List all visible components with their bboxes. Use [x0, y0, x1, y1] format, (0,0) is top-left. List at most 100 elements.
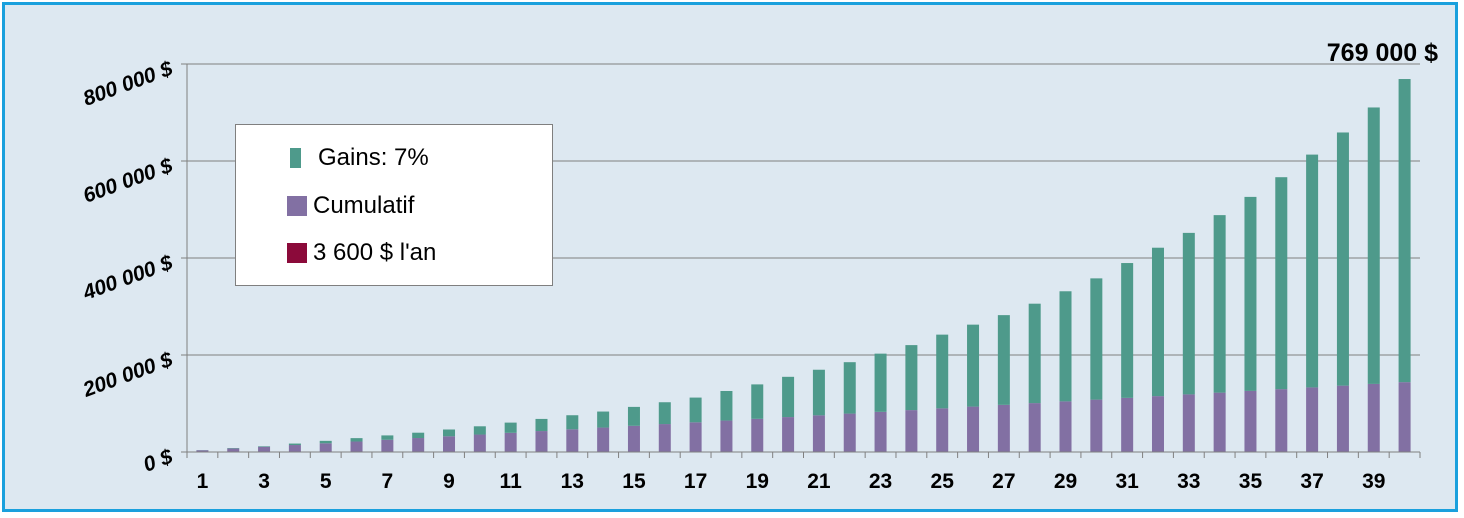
bar-segment	[535, 419, 547, 431]
bar-segment	[443, 430, 455, 437]
bar-segment	[505, 423, 517, 433]
bar-segment	[905, 410, 917, 452]
bar-segment	[320, 443, 332, 452]
x-tick-label: 1	[197, 470, 209, 493]
x-tick-label: 13	[561, 470, 584, 493]
bar-segment	[782, 377, 794, 417]
x-tick-label: 15	[622, 470, 646, 493]
bar-segment	[720, 391, 732, 421]
y-axis-tick-labels: 0 $ 200 000 $ 400 000 $ 600 000 $ 800 000 $	[79, 57, 176, 477]
bar-segment	[751, 384, 763, 418]
bar-segment	[998, 405, 1010, 452]
x-tick-label: 7	[382, 470, 394, 493]
bar-segment	[690, 398, 702, 423]
bar-segment	[813, 370, 825, 416]
x-tick-label: 17	[684, 470, 707, 493]
legend-label-annual: 3 600 $ l'an	[313, 239, 436, 267]
y-tick-label: 800 000 $	[80, 57, 176, 111]
bar-segment	[289, 445, 301, 452]
bar-segment	[1244, 197, 1256, 391]
x-tick-label: 3	[258, 470, 270, 493]
bar-segment	[875, 354, 887, 412]
bar-segment	[1275, 389, 1287, 452]
bar-segment	[844, 414, 856, 452]
bar-segment	[1152, 248, 1164, 396]
bar-segment	[227, 449, 239, 452]
legend-item-annual: 3 600 $ l'an	[287, 233, 436, 273]
x-tick-label: 37	[1300, 470, 1323, 493]
legend-item-cumulatif: Cumulatif	[287, 186, 414, 226]
bar-segment	[351, 442, 363, 452]
x-tick-label: 11	[500, 470, 523, 493]
bar-segment	[1306, 387, 1318, 452]
x-tick-label: 21	[807, 470, 831, 493]
x-axis-tick-labels: 1 3 5 7 9 11 13 15 17 19 21 23 25 27 29 31 33 35 37 39	[197, 470, 1386, 493]
bar-segment	[659, 424, 671, 452]
bar-segment	[659, 402, 671, 424]
bar-segment	[1337, 132, 1349, 385]
bar-segment	[628, 407, 640, 426]
bar-segment	[1306, 155, 1318, 388]
bar-segment	[1152, 396, 1164, 452]
bar-segment	[1121, 398, 1133, 452]
y-tick-label: 200 000 $	[79, 348, 176, 402]
x-tick-label: 39	[1362, 470, 1385, 493]
x-tick-label: 29	[1054, 470, 1077, 493]
bar-segment	[751, 419, 763, 452]
bar-segment	[474, 435, 486, 452]
chart-legend: Gains: 7% Cumulatif 3 600 $ l'an	[235, 124, 553, 286]
bar-segment	[1183, 233, 1195, 395]
bar-segment	[628, 426, 640, 452]
bar-segment	[1368, 107, 1380, 383]
bar-segment	[1244, 391, 1256, 452]
x-tick-label: 23	[869, 470, 892, 493]
bar-segment	[1121, 263, 1133, 398]
bar-segment	[258, 447, 270, 452]
x-tick-label: 31	[1115, 470, 1139, 493]
bar-segment	[597, 428, 609, 452]
bar-segment	[967, 325, 979, 407]
bar-segment	[998, 315, 1010, 405]
bar-segment	[1060, 401, 1072, 452]
legend-label-cumulatif: Cumulatif	[313, 192, 414, 220]
bar-segment	[1029, 403, 1041, 452]
bar-segment	[412, 438, 424, 452]
y-tick-label: 0 $	[140, 445, 176, 477]
bar-segment	[1183, 394, 1195, 452]
bar-segment	[1214, 393, 1226, 452]
bar-segment	[289, 444, 301, 445]
final-total-label: 769 000 $	[1327, 39, 1438, 67]
x-tick-label: 5	[320, 470, 332, 493]
bar-segment	[566, 415, 578, 429]
bar-segment	[443, 436, 455, 452]
bar-segment	[412, 433, 424, 438]
bar-segment	[1399, 79, 1411, 382]
x-tick-label: 35	[1239, 470, 1263, 493]
x-tick-label: 9	[443, 470, 455, 493]
bar-segment	[844, 362, 856, 413]
x-tick-label: 19	[746, 470, 769, 493]
x-tick-label: 33	[1177, 470, 1200, 493]
bar-segment	[1029, 304, 1041, 403]
bar-segment	[936, 335, 948, 409]
bar-segment	[1214, 215, 1226, 393]
bar-segment	[566, 429, 578, 452]
bar-segment	[813, 415, 825, 452]
bar-segment	[1090, 400, 1102, 452]
y-tick-label: 400 000 $	[79, 251, 176, 305]
bar-segment	[320, 441, 332, 443]
legend-swatch-annual	[287, 243, 307, 263]
bar-segment	[905, 345, 917, 410]
bar-segment	[381, 435, 393, 439]
legend-item-gains: Gains: 7%	[290, 138, 429, 178]
y-tick-label: 600 000 $	[80, 154, 176, 208]
bar-segment	[381, 440, 393, 452]
bar-segment	[1090, 278, 1102, 399]
bar-segment	[351, 438, 363, 441]
x-tick-label: 27	[992, 470, 1015, 493]
bar-segment	[505, 433, 517, 452]
legend-label-gains: Gains: 7%	[318, 144, 429, 172]
bar-segment	[1399, 382, 1411, 452]
legend-swatch-gains	[290, 148, 301, 168]
